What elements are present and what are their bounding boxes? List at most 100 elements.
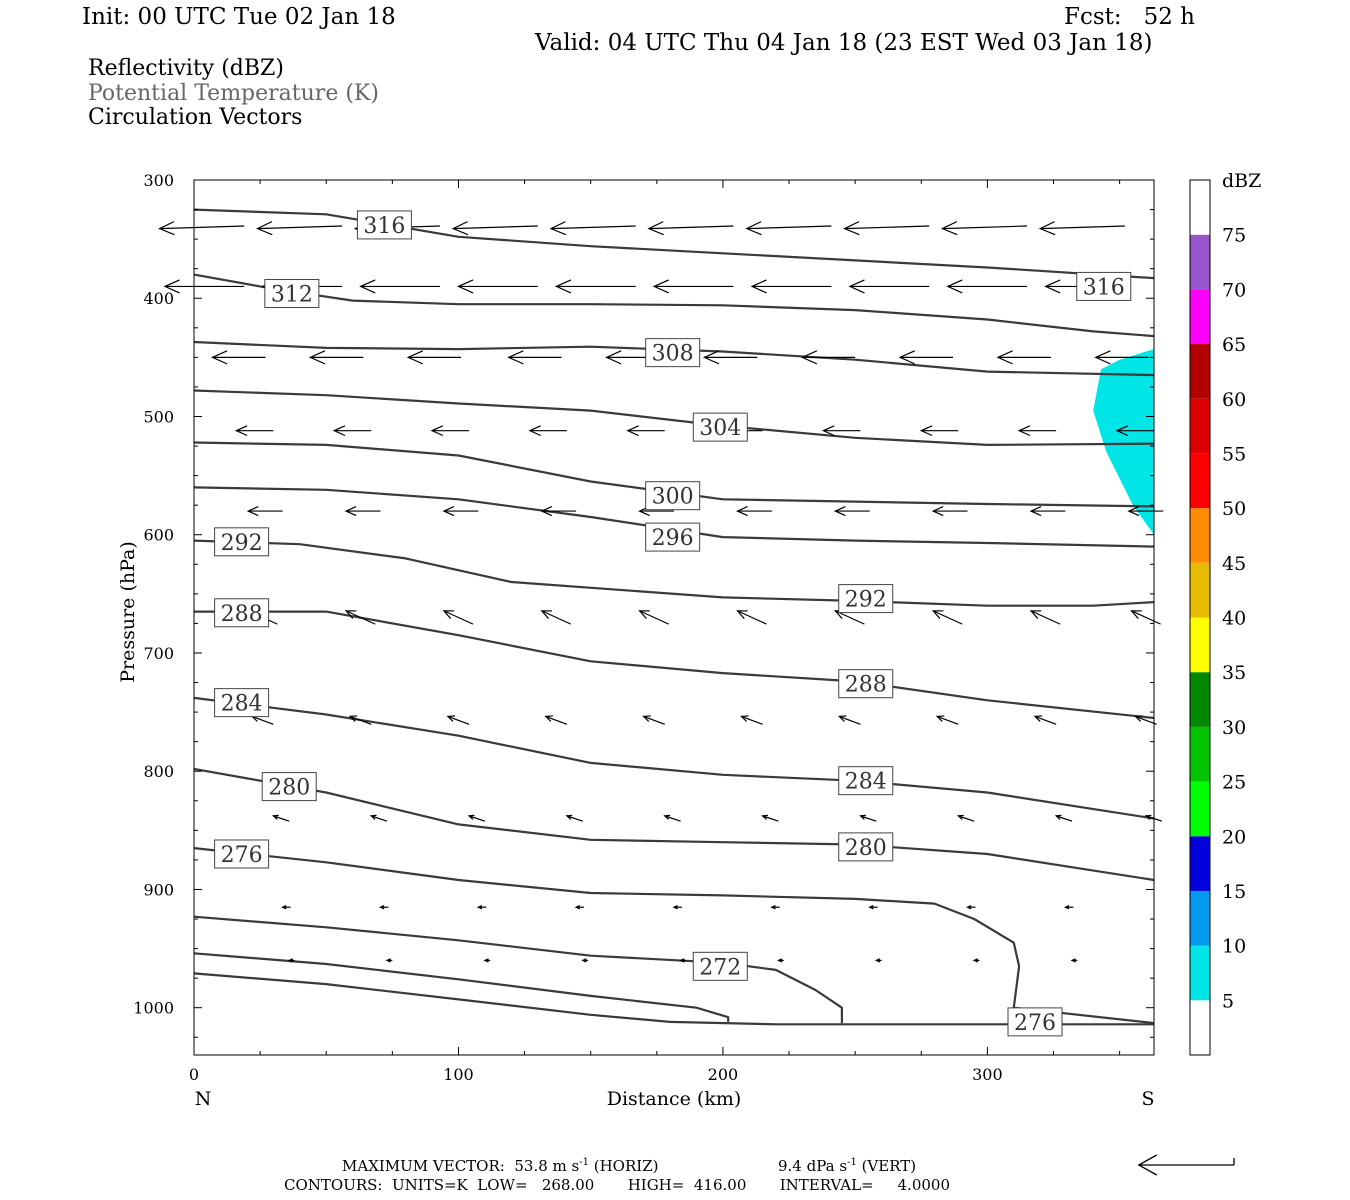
contour-label-text: 312 — [271, 283, 313, 308]
theta-contour-layer — [193, 208, 1155, 1026]
colorbar-segment — [1190, 289, 1210, 345]
vector-head — [745, 221, 762, 236]
vector-head — [256, 221, 273, 236]
vector-head — [348, 715, 358, 722]
circulation-vector — [1029, 506, 1066, 517]
contour-info: CONTOURS: UNITS=K LOW= 268.00 HIGH= 416.… — [284, 1176, 950, 1194]
circulation-vector — [1130, 610, 1161, 625]
circulation-vector — [679, 958, 686, 963]
reference-vector — [1137, 1154, 1235, 1176]
colorbar-segment — [1190, 836, 1210, 891]
vector-head — [1038, 221, 1056, 236]
contour-label: 280 — [261, 772, 317, 802]
colorbar-level-label: 50 — [1222, 498, 1246, 520]
contour-label-box — [214, 839, 270, 869]
vector-head — [940, 221, 958, 236]
contour-label: 304 — [692, 412, 748, 442]
circulation-vector — [848, 279, 930, 294]
vector-shaft — [1040, 225, 1125, 230]
circulation-vector — [1063, 905, 1074, 910]
contour-label-box — [264, 279, 320, 309]
circulation-vector — [919, 425, 959, 437]
theta-contour-280 — [193, 767, 1155, 882]
vector-shaft — [545, 715, 568, 725]
vector-head — [679, 958, 685, 963]
vector-head — [446, 715, 456, 722]
vector-head — [663, 814, 671, 820]
circulation-vector — [446, 715, 470, 725]
theta-contour-284 — [193, 696, 1155, 820]
contour-label-box — [692, 412, 748, 442]
contour-label-text: 280 — [268, 776, 310, 801]
contour-label-text: 280 — [845, 836, 887, 861]
colorbar-level-label: 15 — [1222, 881, 1246, 903]
colorbar-segment — [1190, 617, 1210, 673]
contour-label-text: 284 — [221, 692, 263, 717]
contour-label-text: 300 — [652, 485, 694, 510]
vector-head — [1029, 506, 1042, 517]
colorbar-level-label: 60 — [1222, 389, 1246, 411]
colorbar-segment — [1190, 890, 1210, 946]
circulation-vector — [800, 350, 856, 365]
x-axis-title: Distance (km) — [607, 1088, 742, 1110]
vector-head — [1127, 506, 1140, 517]
axes-layer: 0 100 200 300 300 400 500 600 700 800 900 1000 — [133, 171, 1154, 1084]
circulation-vector — [163, 279, 245, 294]
vector-head — [800, 350, 818, 365]
colorbar-level-label: 40 — [1222, 608, 1246, 630]
circulation-vector — [1115, 425, 1154, 437]
theta-contour-292 — [193, 539, 1155, 607]
circulation-vector — [565, 814, 583, 822]
circulation-vector — [385, 958, 393, 963]
colorbar-level-label: 45 — [1222, 553, 1246, 575]
circulation-vector — [1029, 610, 1061, 625]
colorbar-level-label: 10 — [1222, 936, 1246, 958]
legend-circulation-vectors: Circulation Vectors — [88, 105, 303, 130]
vector-head — [211, 350, 228, 365]
contour-label-text: 308 — [652, 342, 694, 367]
vector-head — [344, 610, 357, 619]
contour-label-text: 284 — [845, 770, 887, 795]
colorbar-frame — [1189, 179, 1211, 1056]
circulation-vector — [761, 814, 779, 822]
vector-head — [735, 506, 748, 517]
colorbar-segment — [1190, 344, 1210, 399]
contour-label-box — [838, 584, 894, 614]
vector-head — [1029, 610, 1042, 619]
circulation-vector — [467, 814, 486, 822]
circulation-vector — [378, 905, 389, 910]
circulation-vector — [843, 221, 930, 236]
contour-label: 272 — [692, 951, 748, 981]
contour-label-box — [214, 688, 270, 718]
vector-shaft — [251, 715, 274, 725]
contour-label: 292 — [838, 584, 894, 614]
vector-head — [898, 350, 915, 365]
colorbar-level-label: 55 — [1222, 443, 1246, 465]
vector-shaft — [839, 715, 861, 725]
circulation-vector — [332, 425, 372, 437]
circulation-vector — [935, 715, 959, 725]
vector-head — [1033, 715, 1043, 722]
colorbar-level-label: 5 — [1222, 990, 1234, 1012]
vector-shaft — [371, 815, 388, 822]
circulation-vector — [736, 610, 767, 625]
circulation-vector — [833, 506, 870, 517]
circulation-vector — [581, 958, 589, 963]
circulation-vector — [702, 350, 758, 365]
circulation-vector — [442, 610, 474, 625]
vector-head — [1017, 425, 1031, 437]
max-vector-horizontal: MAXIMUM VECTOR: 53.8 m s-1 (HORIZ) — [342, 1157, 659, 1175]
vector-shaft — [1131, 610, 1161, 625]
vector-head — [549, 221, 567, 236]
colorbar-segment — [1190, 672, 1210, 727]
vector-shaft — [762, 815, 779, 822]
vector-head — [385, 958, 391, 963]
vector-head — [476, 905, 483, 910]
vector-head — [1070, 958, 1076, 963]
vector-head — [996, 350, 1013, 365]
contour-label-text: 296 — [652, 526, 694, 551]
vector-shaft — [349, 715, 372, 725]
vector-shaft — [737, 610, 767, 625]
circulation-vector — [647, 221, 734, 236]
vector-head — [972, 958, 979, 963]
